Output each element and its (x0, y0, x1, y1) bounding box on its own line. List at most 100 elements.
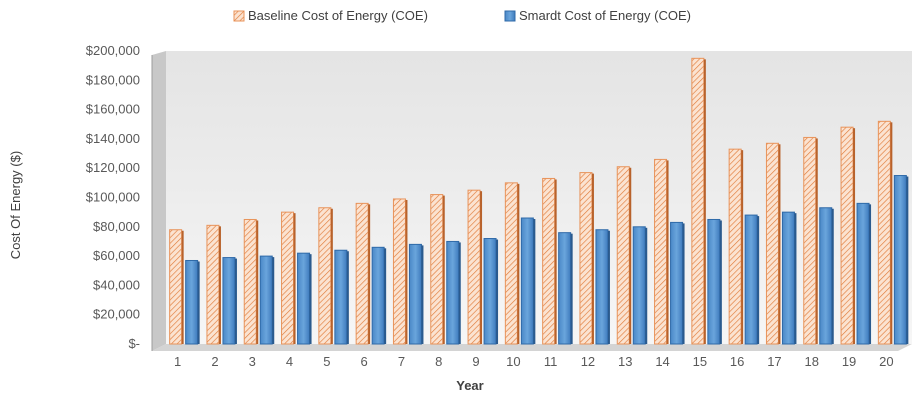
bar-baseline-shade-year-13 (629, 167, 632, 344)
bar-smardt-year-9 (483, 238, 497, 345)
x-tick-label-year-7: 7 (398, 354, 405, 369)
bar-baseline-shade-year-3 (256, 220, 259, 344)
y-tick-label: $20,000 (93, 307, 140, 322)
bar-smardt-year-13 (632, 226, 646, 345)
bar-smardt-shade-year-9 (496, 239, 499, 344)
x-tick-label-year-1: 1 (174, 354, 181, 369)
bar-smardt-year-5 (334, 249, 348, 345)
y-tick-label: $140,000 (86, 131, 140, 146)
x-tick-label-year-18: 18 (805, 354, 819, 369)
bar-baseline-year-11 (542, 177, 556, 345)
bar-smardt-year-16 (744, 214, 758, 345)
bar-smardt-year-2 (222, 257, 236, 345)
bar-baseline-year-2 (206, 224, 220, 345)
bar-baseline-shade-year-1 (181, 230, 184, 344)
legend: Baseline Cost of Energy (COE) Smardt Cost… (233, 8, 691, 23)
y-tick-label: $80,000 (93, 219, 140, 234)
bar-baseline-year-1 (169, 229, 183, 345)
bar-baseline-shade-year-9 (480, 191, 483, 344)
bar-baseline-shade-year-17 (778, 144, 781, 344)
x-tick-label-year-20: 20 (879, 354, 893, 369)
x-tick-label-year-3: 3 (249, 354, 256, 369)
legend-swatch-smardt (504, 10, 516, 22)
bar-smardt-year-11 (558, 232, 572, 345)
bar-baseline-shade-year-8 (442, 195, 445, 344)
bar-smardt-year-1 (185, 259, 199, 345)
bar-baseline-year-8 (430, 194, 444, 345)
bar-baseline-year-17 (765, 142, 779, 345)
bar-smardt-shade-year-5 (346, 251, 349, 344)
x-tick-label-year-12: 12 (581, 354, 595, 369)
bar-smardt-shade-year-3 (272, 257, 275, 344)
y-tick-label: $40,000 (93, 277, 140, 292)
bar-baseline-shade-year-2 (218, 226, 221, 344)
bar-baseline-shade-year-19 (853, 128, 856, 344)
bar-smardt-year-20 (893, 175, 907, 345)
x-axis-title: Year (456, 378, 483, 393)
bar-smardt-shade-year-17 (794, 213, 797, 344)
bar-baseline-shade-year-12 (591, 173, 594, 344)
bar-baseline-shade-year-18 (815, 138, 818, 344)
bar-smardt-year-3 (259, 255, 273, 345)
y-tick-label: $120,000 (86, 160, 140, 175)
legend-swatch-baseline (233, 10, 245, 22)
bar-smardt-year-18 (819, 207, 833, 345)
bar-baseline-year-18 (803, 136, 817, 345)
bar-baseline-year-13 (616, 166, 630, 345)
bar-smardt-shade-year-12 (607, 230, 610, 344)
bar-smardt-shade-year-19 (869, 204, 872, 344)
bar-smardt-shade-year-1 (197, 261, 200, 344)
bar-smardt-shade-year-20 (906, 176, 909, 344)
bar-smardt-shade-year-18 (831, 208, 834, 344)
bar-smardt-shade-year-2 (234, 258, 237, 344)
y-tick-label: $180,000 (86, 72, 140, 87)
bar-smardt-year-4 (297, 252, 311, 345)
bar-smardt-year-12 (595, 229, 609, 345)
legend-label-baseline: Baseline Cost of Energy (COE) (248, 8, 428, 23)
plot-area (152, 51, 912, 351)
y-axis-title: Cost Of Energy ($) (8, 151, 23, 259)
y-tick-label: $100,000 (86, 190, 140, 205)
x-tick-label-year-9: 9 (472, 354, 479, 369)
bar-smardt-year-15 (707, 218, 721, 345)
bar-smardt-shade-year-10 (533, 219, 536, 344)
bar-baseline-year-4 (281, 211, 295, 345)
bar-baseline-shade-year-20 (890, 122, 893, 344)
bar-smardt-year-14 (670, 221, 684, 345)
y-tick-label: $60,000 (93, 248, 140, 263)
bar-smardt-year-17 (781, 211, 795, 345)
y-tick-label: $200,000 (86, 43, 140, 58)
x-tick-label-year-14: 14 (655, 354, 669, 369)
legend-label-smardt: Smardt Cost of Energy (COE) (519, 8, 691, 23)
x-tick-label-year-13: 13 (618, 354, 632, 369)
bar-baseline-shade-year-4 (293, 213, 296, 344)
bar-smardt-year-10 (520, 217, 534, 345)
bar-smardt-year-7 (408, 243, 422, 345)
bar-smardt-shade-year-11 (570, 233, 573, 344)
bar-baseline-year-16 (728, 148, 742, 345)
x-tick-label-year-10: 10 (506, 354, 520, 369)
bar-baseline-year-5 (318, 207, 332, 345)
plot-side-wall (152, 51, 166, 351)
bar-smardt-shade-year-15 (719, 220, 722, 344)
bar-baseline-year-7 (392, 198, 406, 345)
x-tick-label-year-17: 17 (767, 354, 781, 369)
x-tick-label-year-15: 15 (693, 354, 707, 369)
x-tick-label-year-5: 5 (323, 354, 330, 369)
bar-baseline-year-19 (840, 126, 854, 345)
bar-smardt-shade-year-4 (309, 254, 312, 344)
bar-baseline-shade-year-5 (330, 208, 333, 344)
bar-baseline-shade-year-11 (554, 179, 557, 344)
bar-smardt-year-6 (371, 246, 385, 345)
bar-baseline-shade-year-6 (368, 204, 371, 344)
bar-baseline-year-10 (504, 182, 518, 345)
x-tick-label-year-11: 11 (544, 354, 558, 369)
bar-baseline-year-9 (467, 189, 481, 345)
plot-back-wall (166, 51, 912, 344)
bar-baseline-shade-year-15 (703, 59, 706, 344)
x-tick-label-year-6: 6 (361, 354, 368, 369)
bar-baseline-year-20 (877, 120, 891, 345)
x-tick-label-year-8: 8 (435, 354, 442, 369)
y-tick-label: $- (128, 336, 140, 351)
